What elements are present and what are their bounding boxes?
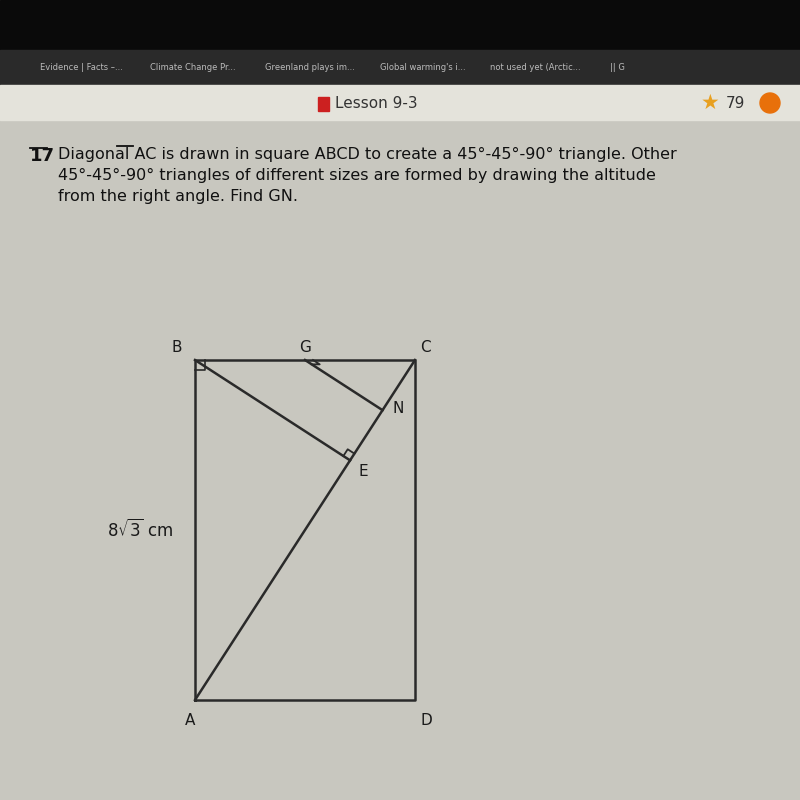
- Text: ★: ★: [701, 93, 719, 113]
- Text: 79: 79: [726, 95, 745, 110]
- Text: Lesson 9-3: Lesson 9-3: [335, 95, 418, 110]
- Text: 45°-45°-90° triangles of different sizes are formed by drawing the altitude: 45°-45°-90° triangles of different sizes…: [58, 168, 656, 183]
- Text: Greenland plays im...: Greenland plays im...: [265, 63, 355, 73]
- Text: Global warming's i...: Global warming's i...: [380, 63, 466, 73]
- Text: Climate Change Pr...: Climate Change Pr...: [150, 63, 236, 73]
- Text: $8\sqrt{3}$ cm: $8\sqrt{3}$ cm: [107, 519, 173, 541]
- Text: N: N: [393, 401, 404, 416]
- Text: Diagonal AC is drawn in square ABCD to create a 45°-45°-90° triangle. Other: Diagonal AC is drawn in square ABCD to c…: [58, 147, 677, 162]
- Text: from the right angle. Find GN.: from the right angle. Find GN.: [58, 189, 298, 204]
- Text: B: B: [171, 340, 182, 355]
- Bar: [0, 0, 800, 50]
- Text: Evidence | Facts –...: Evidence | Facts –...: [40, 63, 123, 73]
- Text: G: G: [299, 340, 311, 355]
- Text: E: E: [358, 464, 368, 479]
- Circle shape: [760, 93, 780, 113]
- Bar: [0, 120, 800, 800]
- Bar: [0, 50, 800, 85]
- Bar: [318, 97, 329, 111]
- Text: C: C: [420, 340, 430, 355]
- Text: not used yet (Arctic...: not used yet (Arctic...: [490, 63, 581, 73]
- Bar: [0, 85, 800, 120]
- Text: A: A: [185, 713, 195, 728]
- Text: 17: 17: [30, 147, 55, 165]
- Text: || G: || G: [610, 63, 625, 73]
- Text: D: D: [420, 713, 432, 728]
